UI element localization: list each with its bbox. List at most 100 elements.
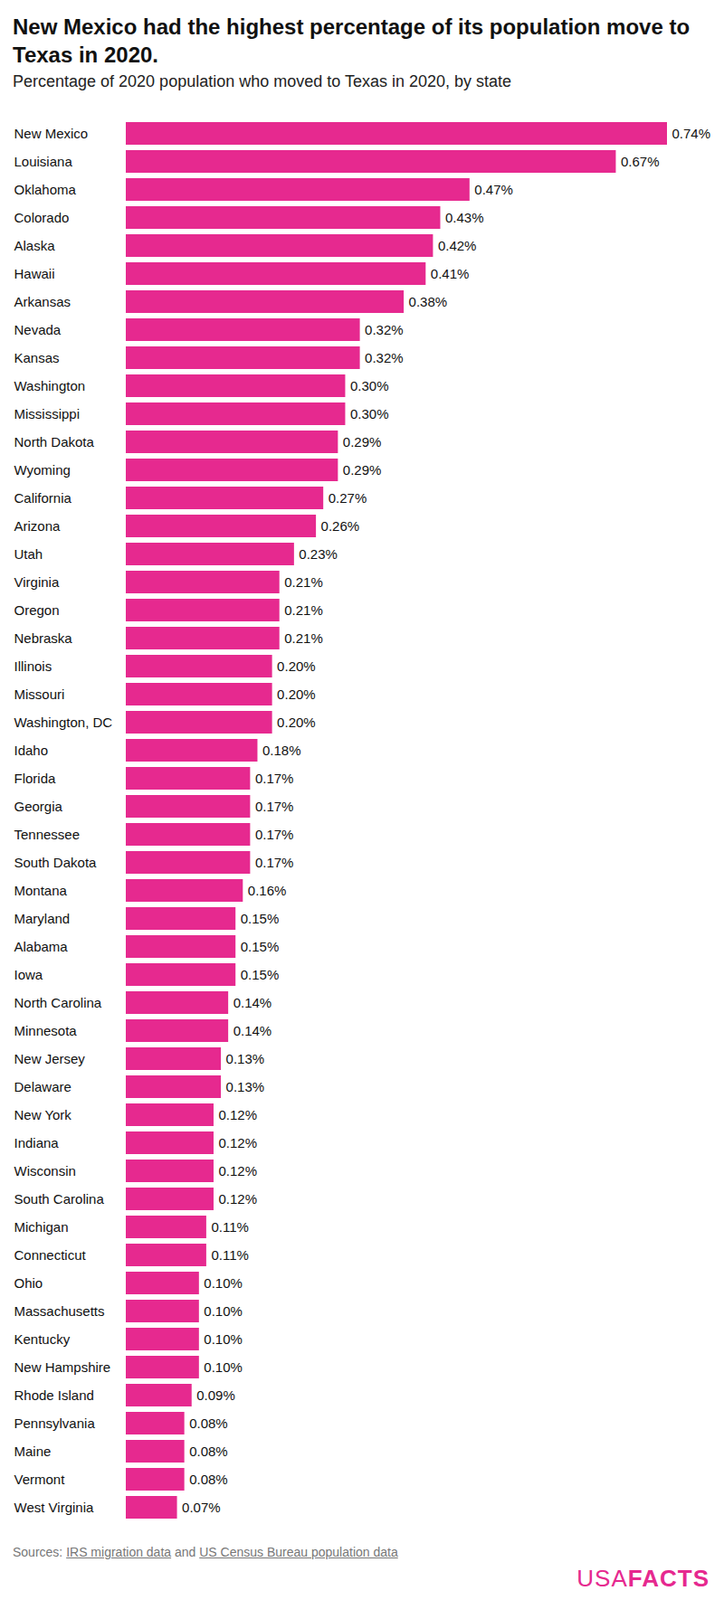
svg-text:Wisconsin: Wisconsin — [14, 1163, 77, 1180]
svg-text:California: California — [14, 490, 73, 506]
svg-text:Kentucky: Kentucky — [14, 1332, 71, 1348]
svg-text:0.38%: 0.38% — [409, 294, 448, 310]
svg-text:0.12%: 0.12% — [218, 1163, 258, 1180]
svg-text:Wyoming: Wyoming — [14, 462, 71, 478]
svg-text:0.10%: 0.10% — [203, 1304, 243, 1320]
svg-text:0.14%: 0.14% — [233, 1023, 273, 1039]
svg-text:Montana: Montana — [14, 883, 68, 899]
svg-text:Colorado: Colorado — [14, 209, 70, 226]
svg-text:Nevada: Nevada — [14, 322, 62, 338]
svg-text:Utah: Utah — [14, 546, 44, 563]
svg-text:0.08%: 0.08% — [189, 1416, 229, 1432]
svg-text:Louisiana: Louisiana — [14, 153, 74, 170]
svg-text:Virginia: Virginia — [14, 574, 60, 591]
svg-text:0.30%: 0.30% — [350, 406, 390, 422]
svg-text:0.08%: 0.08% — [189, 1444, 229, 1460]
svg-text:0.67%: 0.67% — [620, 153, 660, 170]
svg-text:0.14%: 0.14% — [233, 995, 273, 1011]
svg-text:0.47%: 0.47% — [474, 181, 514, 198]
svg-text:Kansas: Kansas — [14, 350, 60, 366]
svg-text:New Mexico: New Mexico — [14, 125, 89, 142]
svg-text:New Jersey: New Jersey — [14, 1051, 86, 1067]
svg-text:Washington, DC: Washington, DC — [14, 714, 114, 731]
svg-text:0.16%: 0.16% — [247, 883, 287, 899]
svg-text:Rhode Island: Rhode Island — [14, 1388, 95, 1404]
svg-text:0.20%: 0.20% — [276, 686, 316, 703]
svg-text:Vermont: Vermont — [14, 1472, 67, 1488]
svg-text:0.08%: 0.08% — [189, 1472, 229, 1488]
svg-text:Nebraska: Nebraska — [14, 630, 74, 647]
svg-text:0.10%: 0.10% — [203, 1276, 243, 1292]
svg-text:0.21%: 0.21% — [284, 574, 324, 591]
svg-text:0.18%: 0.18% — [262, 743, 302, 759]
svg-text:0.43%: 0.43% — [445, 209, 485, 226]
svg-text:Connecticut: Connecticut — [14, 1247, 87, 1264]
svg-text:Pennsylvania: Pennsylvania — [14, 1416, 96, 1432]
svg-text:Alaska: Alaska — [14, 238, 57, 254]
svg-text:Oregon: Oregon — [14, 602, 60, 619]
svg-text:Maryland: Maryland — [14, 911, 71, 927]
svg-text:South Carolina: South Carolina — [14, 1191, 105, 1208]
svg-text:0.27%: 0.27% — [328, 490, 368, 506]
svg-text:Massachusetts: Massachusetts — [14, 1304, 105, 1320]
svg-text:Indiana: Indiana — [14, 1135, 60, 1152]
svg-text:0.32%: 0.32% — [364, 322, 404, 338]
svg-text:0.17%: 0.17% — [255, 827, 295, 843]
svg-text:Iowa: Iowa — [14, 967, 44, 983]
svg-text:New Hampshire: New Hampshire — [14, 1360, 112, 1376]
svg-text:Michigan: Michigan — [14, 1219, 69, 1236]
svg-text:0.29%: 0.29% — [342, 462, 382, 478]
svg-text:0.11%: 0.11% — [210, 1247, 248, 1264]
svg-text:0.15%: 0.15% — [240, 967, 280, 983]
svg-text:Mississippi: Mississippi — [14, 406, 81, 422]
svg-text:0.23%: 0.23% — [298, 546, 338, 563]
svg-text:0.10%: 0.10% — [203, 1332, 243, 1348]
svg-text:0.15%: 0.15% — [240, 911, 280, 927]
svg-text:0.32%: 0.32% — [364, 350, 404, 366]
svg-text:Ohio: Ohio — [14, 1276, 44, 1292]
svg-text:North Carolina: North Carolina — [14, 995, 103, 1011]
svg-text:0.13%: 0.13% — [226, 1051, 266, 1067]
svg-text:South Dakota: South Dakota — [14, 855, 98, 871]
svg-text:Illinois: Illinois — [14, 658, 53, 675]
svg-text:Delaware: Delaware — [14, 1079, 72, 1096]
svg-text:Arizona: Arizona — [14, 518, 62, 534]
svg-text:0.17%: 0.17% — [255, 771, 295, 787]
svg-text:0.30%: 0.30% — [350, 378, 390, 394]
svg-text:North Dakota: North Dakota — [14, 434, 96, 450]
svg-text:0.26%: 0.26% — [321, 518, 361, 534]
svg-text:0.42%: 0.42% — [438, 238, 477, 254]
svg-text:0.17%: 0.17% — [255, 799, 295, 815]
svg-text:0.12%: 0.12% — [218, 1135, 258, 1152]
svg-text:0.09%: 0.09% — [196, 1388, 236, 1404]
svg-text:0.07%: 0.07% — [181, 1500, 221, 1516]
svg-text:Minnesota: Minnesota — [14, 1023, 78, 1039]
svg-text:Alabama: Alabama — [14, 939, 69, 955]
svg-text:Idaho: Idaho — [14, 743, 49, 759]
svg-text:New York: New York — [14, 1107, 73, 1124]
svg-text:Oklahoma: Oklahoma — [14, 181, 77, 198]
svg-text:Arkansas: Arkansas — [14, 294, 72, 310]
svg-text:0.29%: 0.29% — [342, 434, 382, 450]
svg-text:0.41%: 0.41% — [430, 266, 470, 282]
svg-text:0.13%: 0.13% — [226, 1079, 266, 1096]
svg-text:Missouri: Missouri — [14, 686, 66, 703]
svg-text:Tennessee: Tennessee — [14, 827, 81, 843]
svg-text:0.17%: 0.17% — [255, 855, 295, 871]
svg-text:0.20%: 0.20% — [276, 658, 316, 675]
svg-text:Washington: Washington — [14, 378, 86, 394]
svg-text:0.20%: 0.20% — [276, 714, 316, 731]
svg-text:0.15%: 0.15% — [240, 939, 280, 955]
svg-text:0.21%: 0.21% — [284, 630, 324, 647]
svg-text:West Virginia: West Virginia — [14, 1500, 95, 1516]
svg-text:0.12%: 0.12% — [218, 1107, 258, 1124]
svg-text:Georgia: Georgia — [14, 799, 64, 815]
svg-text:Maine: Maine — [14, 1444, 52, 1460]
svg-text:Florida: Florida — [14, 771, 58, 787]
svg-text:0.12%: 0.12% — [218, 1191, 258, 1208]
svg-text:0.10%: 0.10% — [203, 1360, 243, 1376]
svg-text:0.74%: 0.74% — [672, 125, 712, 142]
svg-text:0.11%: 0.11% — [210, 1219, 248, 1236]
svg-text:0.21%: 0.21% — [284, 602, 324, 619]
svg-text:Hawaii: Hawaii — [14, 266, 56, 282]
